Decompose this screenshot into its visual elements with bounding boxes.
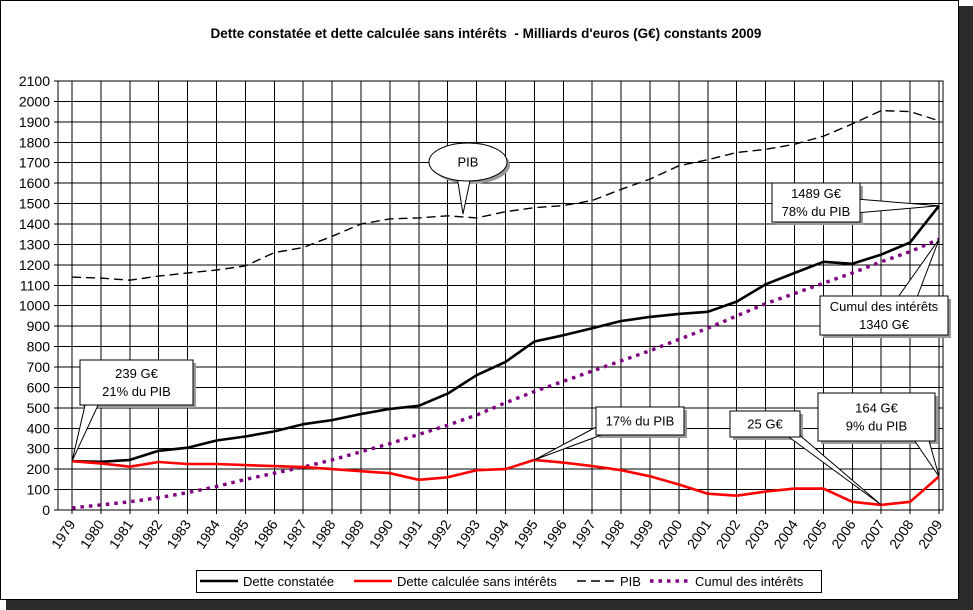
callout-text: 78% du PIB bbox=[782, 204, 851, 219]
y-tick-label: 2100 bbox=[19, 73, 50, 89]
y-tick-label: 1000 bbox=[19, 298, 50, 314]
y-tick-label: 1400 bbox=[19, 216, 50, 232]
dette-calculee-sans-interets-line bbox=[71, 458, 940, 507]
chart-title: Dette constatée et dette calculée sans i… bbox=[211, 26, 762, 41]
callout: 1489 G€ 78% du PIB bbox=[771, 182, 940, 225]
callout-box bbox=[79, 359, 194, 406]
legend-label: Cumul des intérêts bbox=[695, 574, 804, 589]
legend-item-dette-calculee-sans-interets: Dette calculée sans intérêts bbox=[354, 574, 557, 589]
legend-label: PIB bbox=[620, 574, 641, 589]
y-tick-label: 0 bbox=[42, 502, 50, 518]
legend-label: Dette constatée bbox=[243, 574, 334, 589]
window-shadow-right bbox=[959, 6, 973, 610]
y-tick-label: 800 bbox=[27, 339, 51, 355]
callout: 25 G€ bbox=[729, 410, 882, 506]
callout: 164 G€ 9% du PIB bbox=[817, 392, 940, 477]
legend-item-pib: PIB bbox=[577, 574, 641, 589]
callout: Cumul des intérêts 1340 G€ bbox=[819, 239, 951, 338]
y-tick-label: 1300 bbox=[19, 236, 50, 252]
y-tick-label: 1900 bbox=[19, 114, 50, 130]
y-axis: 0 100 200 300 400 500 600 700 800 900 1000 1100 1200… bbox=[19, 73, 58, 518]
pib-line bbox=[71, 109, 940, 281]
y-tick-label: 1500 bbox=[19, 196, 50, 212]
y-tick-label: 1100 bbox=[20, 277, 50, 293]
legend-box bbox=[196, 570, 822, 593]
callouts: PIB 1489 G€ 78% du PIB Cumul des intérêts 13… bbox=[71, 142, 951, 506]
y-tick-label: 700 bbox=[27, 359, 51, 375]
callout: 239 G€ 21% du PIB bbox=[71, 359, 196, 462]
y-tick-label: 200 bbox=[27, 461, 51, 477]
callout-text: 1340 G€ bbox=[859, 317, 910, 332]
legend-label: Dette calculée sans intérêts bbox=[397, 574, 557, 589]
y-tick-label: 1700 bbox=[19, 155, 50, 171]
y-tick-label: 900 bbox=[27, 318, 51, 334]
callout-text: 1489 G€ bbox=[791, 186, 842, 201]
callout-box bbox=[729, 410, 801, 438]
y-tick-label: 1600 bbox=[19, 175, 50, 191]
window-shadow-bottom bbox=[6, 600, 973, 610]
callout-text: 239 G€ bbox=[115, 366, 158, 381]
plot-series bbox=[71, 109, 941, 510]
y-tick-label: 100 bbox=[27, 482, 51, 498]
y-tick-label: 400 bbox=[27, 420, 51, 436]
callout-text: 164 G€ bbox=[855, 401, 898, 416]
y-tick-label: 300 bbox=[27, 441, 51, 457]
callout-text: PIB bbox=[458, 155, 479, 170]
dette-constatee-line bbox=[71, 204, 941, 464]
y-tick-label: 600 bbox=[27, 379, 51, 395]
cumul-des-interets-line bbox=[71, 237, 940, 510]
callout-box bbox=[595, 406, 685, 436]
legend-item-dette-constatee: Dette constatée bbox=[200, 574, 334, 589]
callout-bubble bbox=[428, 142, 508, 182]
callout-text: Cumul des intérêts bbox=[830, 299, 939, 314]
y-tick-label: 1200 bbox=[19, 257, 50, 273]
callout: 17% du PIB bbox=[534, 406, 687, 461]
callout-text: 9% du PIB bbox=[846, 419, 907, 434]
legend: Dette constatée Dette calculée sans intér… bbox=[196, 570, 822, 593]
callout-text: 17% du PIB bbox=[606, 414, 675, 429]
y-tick-label: 500 bbox=[27, 400, 51, 416]
y-tick-label: 2000 bbox=[19, 93, 50, 109]
callout-box bbox=[819, 295, 949, 336]
legend-item-cumul-des-interets: Cumul des intérêts bbox=[650, 574, 804, 589]
callout-box bbox=[817, 392, 936, 442]
callout: PIB bbox=[428, 142, 510, 215]
y-tick-label: 1800 bbox=[19, 134, 50, 150]
callout-text: 21% du PIB bbox=[102, 384, 171, 399]
callout-text: 25 G€ bbox=[747, 417, 783, 432]
callout-box bbox=[771, 182, 861, 223]
